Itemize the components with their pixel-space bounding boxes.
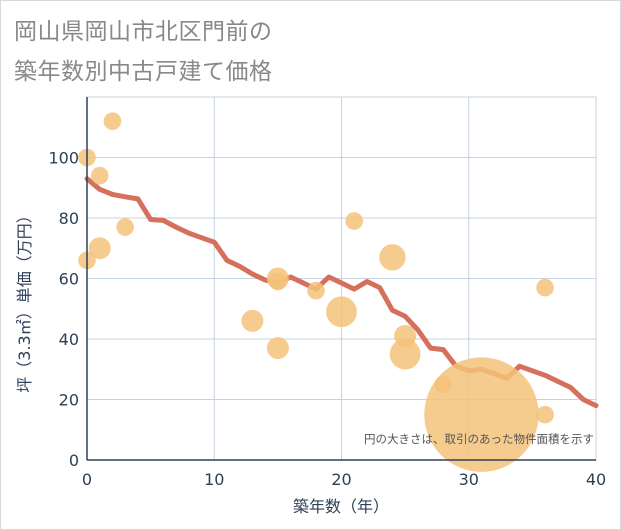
scatter-point (241, 309, 264, 332)
y-tick-label: 100 (48, 149, 79, 168)
scatter-point (307, 281, 325, 300)
y-tick-label: 60 (59, 270, 79, 289)
x-tick-label: 30 (459, 470, 479, 489)
y-tick-label: 0 (69, 451, 79, 470)
scatter-point (266, 337, 289, 360)
x-tick-label: 40 (586, 470, 606, 489)
scatter-point (345, 212, 364, 230)
y-axis-label: 坪（3.3㎡）単価（万円） (15, 207, 34, 392)
size-annotation: 円の大きさは、取引のあった物件面積を示す (364, 432, 594, 446)
x-tick-label: 0 (82, 470, 92, 489)
title-line-1: 岡山県岡山市北区門前の (14, 19, 273, 45)
scatter-point (424, 357, 539, 472)
title-line-2: 築年数別中古戸建て価格 (14, 59, 273, 85)
x-tick-label: 20 (331, 470, 351, 489)
y-tick-label: 20 (59, 391, 79, 410)
scatter-point (90, 166, 109, 185)
scatter-point (389, 338, 421, 370)
y-tick-label: 40 (59, 330, 79, 349)
y-tick-label: 80 (59, 209, 79, 228)
chart-title: 岡山県岡山市北区門前の 築年数別中古戸建て価格 (14, 12, 273, 92)
axes: 0 20 40 60 80 100 0 10 20 30 40 (48, 97, 606, 489)
scatter-point (269, 272, 287, 291)
scatter-point (536, 278, 554, 297)
scatter-point (326, 296, 357, 328)
scatter-point (379, 244, 406, 271)
scatter-point (536, 405, 554, 424)
scatter-point (116, 218, 134, 236)
x-axis-label: 築年数（年） (293, 497, 389, 516)
scatter-point (103, 112, 122, 130)
scatter-point (88, 237, 111, 260)
scatter-layer (78, 112, 554, 472)
x-tick-label: 10 (204, 470, 224, 489)
